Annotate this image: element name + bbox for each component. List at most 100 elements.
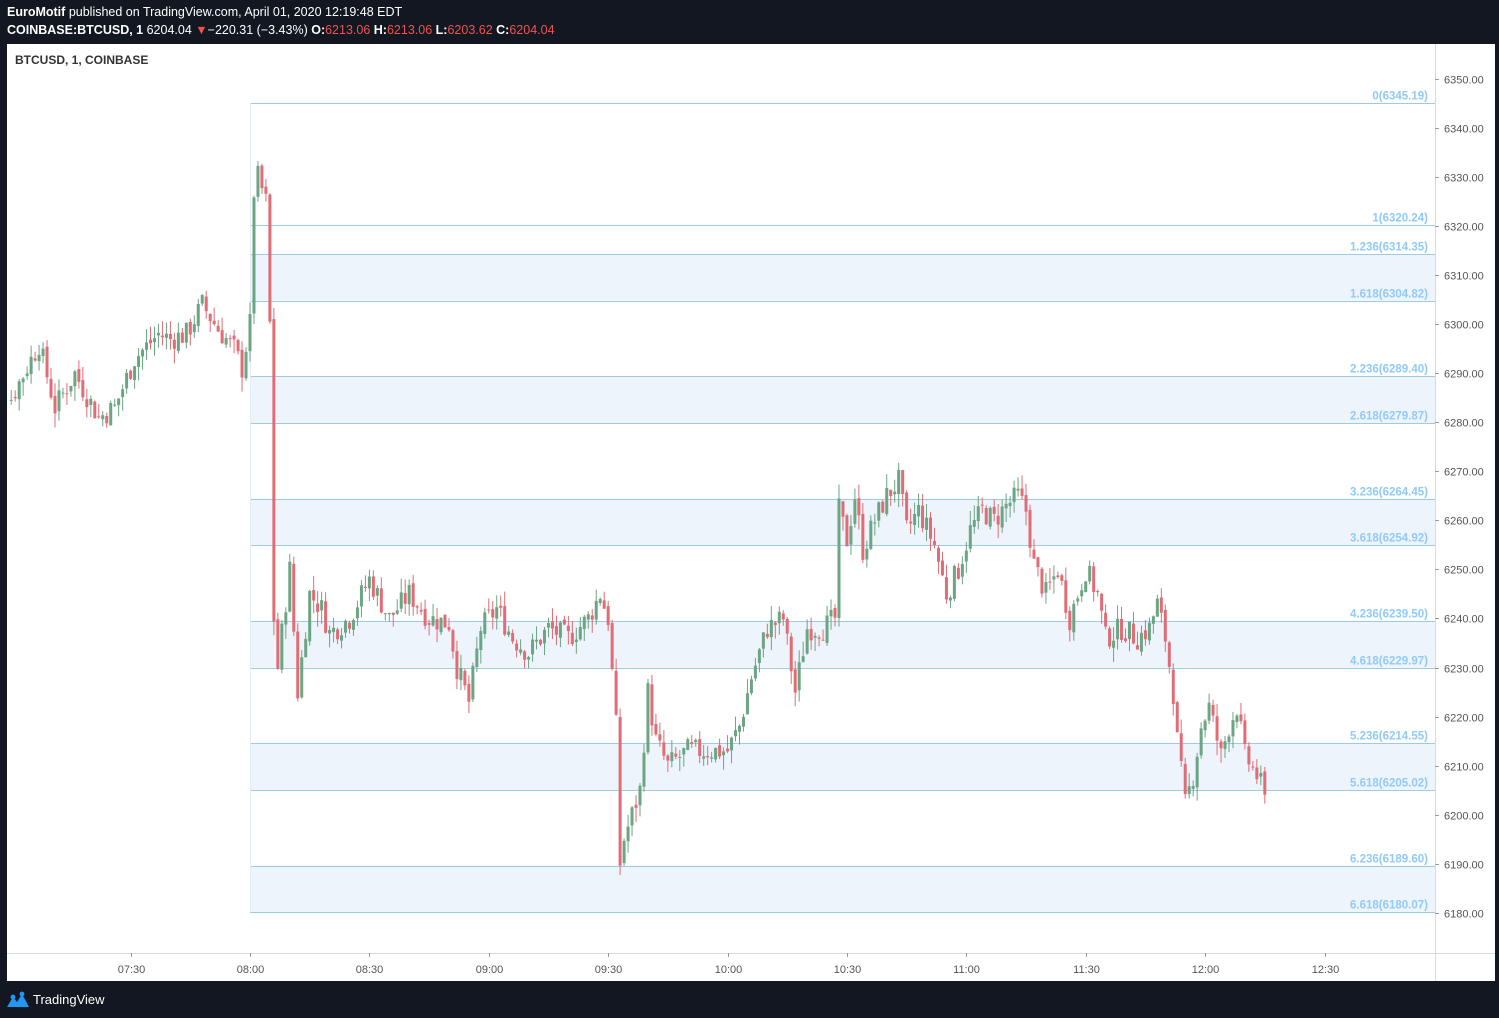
candlestick-series	[9, 161, 1267, 876]
fib-band	[250, 743, 1435, 790]
candle-up	[805, 629, 809, 654]
candle-up	[1012, 487, 1016, 503]
chart-header: EuroMotif published on TradingView.com, …	[0, 0, 1499, 44]
candle-up	[757, 649, 761, 664]
candle-up	[917, 504, 921, 517]
candle-down	[841, 501, 845, 517]
fib-level-label: 4.618(6229.97)	[1350, 656, 1428, 668]
candle-up	[1052, 576, 1056, 580]
candle-down	[435, 619, 439, 630]
candle-down	[13, 396, 17, 399]
candle-up	[137, 356, 141, 368]
price-change: −220.31 (−3.43%)	[207, 23, 308, 37]
tradingview-brand[interactable]: TradingView	[33, 992, 105, 1007]
candle-down	[1263, 771, 1267, 795]
candle-up	[1076, 598, 1080, 602]
candle-down	[662, 742, 666, 756]
candle-down	[698, 739, 702, 757]
footer: TradingView	[0, 982, 1499, 1018]
candle-up	[1139, 632, 1143, 652]
price-tick-label: 6210.00	[1444, 762, 1484, 774]
candle-down	[901, 470, 905, 494]
price-tick-label: 6260.00	[1444, 516, 1484, 528]
candle-down	[726, 748, 730, 752]
candle-down	[654, 723, 658, 735]
candle-up	[320, 600, 324, 611]
candle-down	[674, 753, 678, 757]
candle-down	[419, 609, 423, 612]
candle-up	[1088, 565, 1092, 582]
candle-up	[387, 612, 391, 615]
candle-down	[809, 628, 813, 641]
candle-down	[1124, 638, 1128, 642]
candle-down	[272, 319, 276, 622]
price-tick-label: 6190.00	[1444, 860, 1484, 872]
candle-up	[873, 522, 877, 524]
candle-up	[869, 520, 873, 549]
candle-down	[1215, 716, 1219, 741]
candle-up	[145, 342, 149, 350]
candle-up	[686, 739, 690, 750]
candle-down	[236, 339, 240, 352]
candle-up	[761, 632, 765, 649]
candle-down	[391, 612, 395, 615]
candle-up	[1191, 786, 1195, 789]
candle-up	[646, 683, 650, 753]
candle-up	[630, 807, 634, 826]
candle-up	[252, 197, 256, 314]
candle-up	[17, 381, 21, 400]
candle-down	[45, 346, 49, 378]
candle-up	[678, 757, 682, 759]
candle-down	[566, 625, 570, 632]
candle-up	[475, 648, 479, 668]
candle-down	[491, 609, 495, 618]
fib-level-label: 1.236(6314.35)	[1350, 242, 1428, 254]
candle-down	[296, 631, 300, 699]
fib-extension[interactable]: 0(6345.19) 1(6320.24) 1.236(6314.35) 1.618(…	[250, 91, 1435, 913]
time-axis[interactable]: 07:30 08:00 08:30 09:00 09:30 10:00 10:30 11:00…	[118, 953, 1340, 976]
candle-up	[248, 314, 252, 352]
price-chart[interactable]: 0(6345.19) 1(6320.24) 1.236(6314.35) 1.618(…	[0, 44, 1499, 982]
candle-up	[829, 610, 833, 617]
candle-up	[1231, 720, 1235, 737]
candle-down	[936, 547, 940, 562]
fib-band	[250, 253, 1435, 301]
candle-down	[455, 651, 459, 680]
down-arrow-icon: ▼	[195, 23, 208, 37]
candle-up	[37, 355, 41, 362]
candle-down	[570, 632, 574, 645]
time-tick-label: 08:30	[356, 964, 384, 976]
candle-down	[614, 671, 618, 715]
candle-up	[471, 665, 475, 700]
candle-down	[97, 416, 101, 418]
fib-band	[250, 376, 1435, 424]
candle-up	[734, 730, 738, 737]
candle-down	[666, 755, 670, 761]
tradingview-logo-icon[interactable]	[6, 991, 30, 1009]
candle-up	[853, 499, 857, 524]
candle-down	[889, 489, 893, 497]
candle-up	[893, 491, 897, 495]
author-name[interactable]: EuroMotif	[7, 5, 66, 19]
price-axis[interactable]: 6180.00 6190.00 6200.00 6210.00 6220.00 6230.…	[1435, 75, 1484, 921]
price-tick-label: 6240.00	[1444, 614, 1484, 626]
candle-up	[976, 506, 980, 522]
candle-down	[1024, 495, 1028, 512]
candle-down	[511, 632, 515, 642]
time-tick-label: 07:30	[118, 964, 146, 976]
candle-up	[192, 324, 196, 333]
candle-up	[913, 513, 917, 525]
candle-down	[371, 576, 375, 597]
candle-down	[550, 621, 554, 629]
candle-up	[1008, 502, 1012, 507]
candle-down	[1247, 746, 1251, 765]
candle-down	[216, 325, 220, 332]
candle-down	[268, 194, 272, 322]
open-value: 6213.06	[325, 23, 371, 37]
published-text: published on TradingView.com, April 01, …	[68, 5, 403, 19]
candle-up	[849, 526, 853, 545]
candle-up	[1044, 582, 1048, 593]
candle-up	[527, 657, 531, 660]
candle-down	[1020, 488, 1024, 496]
candle-down	[992, 506, 996, 514]
